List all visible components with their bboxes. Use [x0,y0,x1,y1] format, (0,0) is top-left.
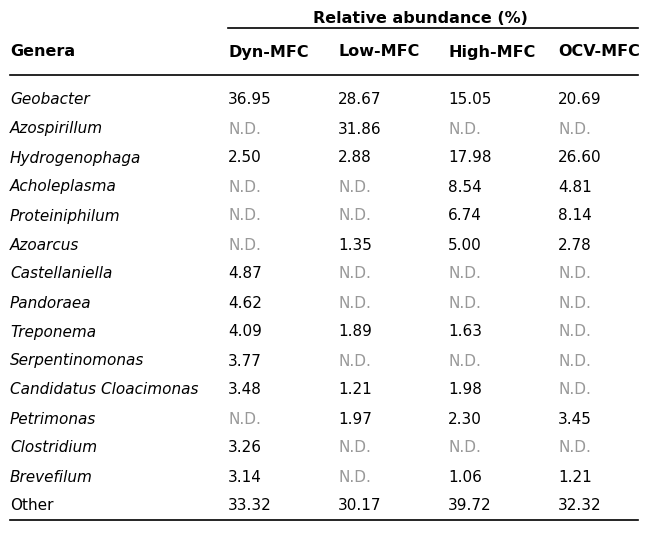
Text: OCV-MFC: OCV-MFC [558,44,640,59]
Text: 8.14: 8.14 [558,208,592,224]
Text: N.D.: N.D. [338,295,371,310]
Text: N.D.: N.D. [448,295,481,310]
Text: N.D.: N.D. [558,325,591,340]
Text: N.D.: N.D. [558,354,591,368]
Text: N.D.: N.D. [448,122,481,137]
Text: N.D.: N.D. [448,354,481,368]
Text: Candidatus Cloacimonas: Candidatus Cloacimonas [10,382,198,397]
Text: 28.67: 28.67 [338,92,382,107]
Text: N.D.: N.D. [338,208,371,224]
Text: Pandoraea: Pandoraea [10,295,91,310]
Text: 1.06: 1.06 [448,469,482,484]
Text: 2.30: 2.30 [448,412,482,427]
Text: N.D.: N.D. [228,122,261,137]
Text: 6.74: 6.74 [448,208,482,224]
Text: N.D.: N.D. [558,122,591,137]
Text: High-MFC: High-MFC [448,44,535,59]
Text: N.D.: N.D. [228,179,261,194]
Text: Azospirillum: Azospirillum [10,122,103,137]
Text: 1.63: 1.63 [448,325,482,340]
Text: Proteiniphilum: Proteiniphilum [10,208,121,224]
Text: N.D.: N.D. [448,441,481,456]
Text: 2.88: 2.88 [338,151,372,166]
Text: Clostridium: Clostridium [10,441,97,456]
Text: N.D.: N.D. [448,266,481,281]
Text: N.D.: N.D. [228,208,261,224]
Text: N.D.: N.D. [338,441,371,456]
Text: Acholeplasma: Acholeplasma [10,179,117,194]
Text: 31.86: 31.86 [338,122,382,137]
Text: Geobacter: Geobacter [10,92,89,107]
Text: 36.95: 36.95 [228,92,272,107]
Text: 4.87: 4.87 [228,266,262,281]
Text: 15.05: 15.05 [448,92,491,107]
Text: 4.62: 4.62 [228,295,262,310]
Text: N.D.: N.D. [558,266,591,281]
Text: Serpentinomonas: Serpentinomonas [10,354,145,368]
Text: 8.54: 8.54 [448,179,481,194]
Text: N.D.: N.D. [558,382,591,397]
Text: Low-MFC: Low-MFC [338,44,419,59]
Text: 3.77: 3.77 [228,354,262,368]
Text: N.D.: N.D. [338,469,371,484]
Text: Castellaniella: Castellaniella [10,266,112,281]
Text: Brevefilum: Brevefilum [10,469,93,484]
Text: Dyn-MFC: Dyn-MFC [228,44,308,59]
Text: Other: Other [10,499,54,514]
Text: N.D.: N.D. [558,295,591,310]
Text: 2.50: 2.50 [228,151,262,166]
Text: Treponema: Treponema [10,325,96,340]
Text: Relative abundance (%): Relative abundance (%) [312,11,527,26]
Text: 3.14: 3.14 [228,469,262,484]
Text: 3.26: 3.26 [228,441,262,456]
Text: Genera: Genera [10,44,75,59]
Text: 17.98: 17.98 [448,151,491,166]
Text: 39.72: 39.72 [448,499,492,514]
Text: 3.45: 3.45 [558,412,592,427]
Text: 5.00: 5.00 [448,238,481,253]
Text: 2.78: 2.78 [558,238,592,253]
Text: 1.97: 1.97 [338,412,372,427]
Text: 20.69: 20.69 [558,92,601,107]
Text: N.D.: N.D. [228,238,261,253]
Text: 3.48: 3.48 [228,382,262,397]
Text: Petrimonas: Petrimonas [10,412,97,427]
Text: Azoarcus: Azoarcus [10,238,79,253]
Text: N.D.: N.D. [228,412,261,427]
Text: N.D.: N.D. [338,179,371,194]
Text: 30.17: 30.17 [338,499,382,514]
Text: N.D.: N.D. [338,354,371,368]
Text: 1.21: 1.21 [558,469,592,484]
Text: 33.32: 33.32 [228,499,272,514]
Text: 1.98: 1.98 [448,382,482,397]
Text: 1.35: 1.35 [338,238,372,253]
Text: 4.81: 4.81 [558,179,592,194]
Text: 1.21: 1.21 [338,382,372,397]
Text: 4.09: 4.09 [228,325,262,340]
Text: 26.60: 26.60 [558,151,601,166]
Text: 32.32: 32.32 [558,499,601,514]
Text: 1.89: 1.89 [338,325,372,340]
Text: N.D.: N.D. [338,266,371,281]
Text: N.D.: N.D. [558,441,591,456]
Text: Hydrogenophaga: Hydrogenophaga [10,151,141,166]
